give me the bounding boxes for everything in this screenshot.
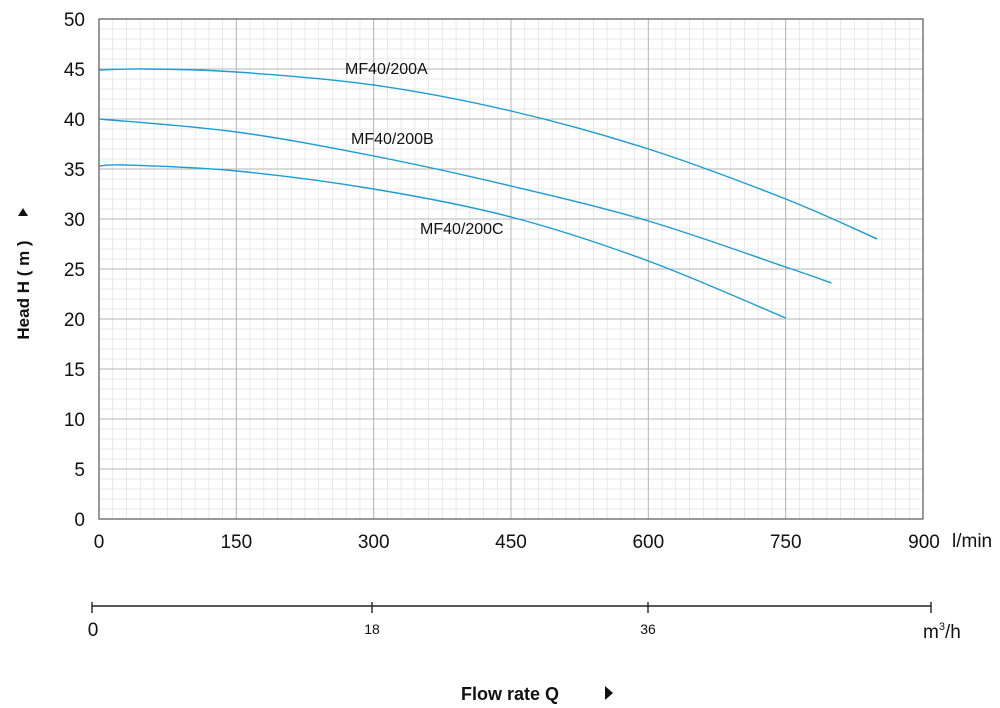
secondary-tick-label: 18 (364, 621, 380, 637)
major-grid (99, 19, 923, 519)
x-tick-label: 600 (632, 532, 664, 553)
y-tick-label: 40 (64, 110, 85, 131)
y-tick-label: 10 (64, 410, 85, 431)
arrow-right-icon (605, 686, 613, 700)
secondary-axis-unit: m3/h (923, 621, 961, 643)
series-label: MF40/200B (351, 131, 434, 148)
secondary-tick-label: 36 (640, 621, 656, 637)
x-axis-unit: l/min (952, 531, 992, 552)
y-tick-label: 5 (74, 460, 85, 481)
y-tick-label: 50 (64, 10, 85, 31)
x-tick-label: 750 (770, 532, 802, 553)
y-tick-label: 15 (64, 360, 85, 381)
series-line-mf40-200a (98, 68, 878, 240)
series-labels: MF40/200A MF40/200B MF40/200C (345, 61, 504, 238)
y-tick-label: 30 (64, 210, 85, 231)
x-tick-label: 300 (358, 532, 390, 553)
x-axis-ticks: 0 150 300 450 600 750 900 (94, 532, 940, 553)
plot-frame (98, 18, 924, 520)
series-label: MF40/200C (420, 221, 504, 238)
secondary-axis: 0 18 36 (88, 602, 932, 641)
x-tick-label: 0 (94, 532, 105, 553)
x-tick-label: 150 (220, 532, 252, 553)
arrow-up-icon (18, 208, 28, 216)
y-axis-label: Head H ( m ) (14, 240, 33, 339)
y-axis-title: Head H ( m ) (14, 208, 33, 340)
y-axis-ticks: 0 5 10 15 20 25 30 35 40 45 50 (64, 10, 85, 531)
y-tick-label: 0 (74, 510, 85, 531)
secondary-tick-label: 0 (88, 620, 99, 641)
x-tick-label: 900 (908, 532, 940, 553)
y-tick-label: 35 (64, 160, 85, 181)
x-tick-label: 450 (495, 532, 527, 553)
series-lines (98, 68, 878, 319)
series-label: MF40/200A (345, 61, 428, 78)
series-line-mf40-200b (98, 118, 832, 284)
y-tick-label: 20 (64, 310, 85, 331)
y-tick-label: 45 (64, 60, 85, 81)
x-axis-label: Flow rate Q (461, 684, 559, 704)
series-line-mf40-200c (98, 164, 786, 319)
y-tick-label: 25 (64, 260, 85, 281)
